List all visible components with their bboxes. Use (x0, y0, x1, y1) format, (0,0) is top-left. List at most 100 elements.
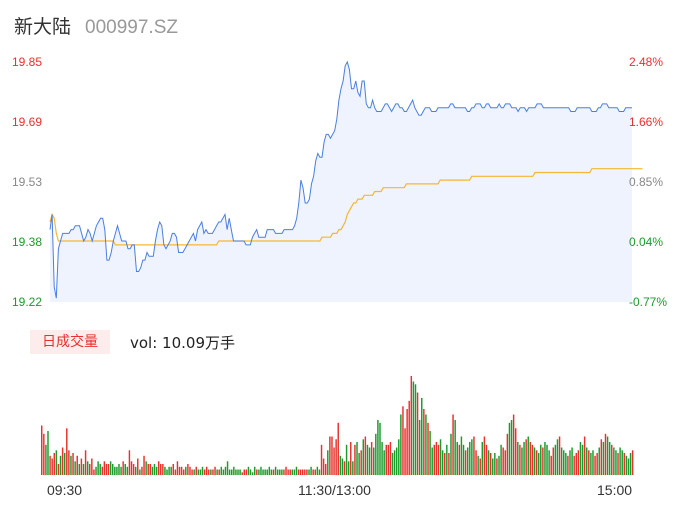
volume-bar (542, 447, 544, 475)
volume-bar (460, 436, 463, 475)
volume-bar (544, 442, 546, 475)
volume-bar (506, 433, 509, 476)
volume-bar (187, 464, 189, 475)
volume-bar (558, 436, 561, 475)
price-axis-label: 19.38 (12, 235, 43, 249)
volume-bar (160, 464, 162, 475)
volume-bar (272, 469, 275, 475)
volume-bar (293, 469, 296, 475)
volume-bar (395, 447, 398, 475)
volume-bar (531, 444, 534, 476)
volume-bar (358, 453, 360, 475)
volume-bar (429, 431, 431, 475)
volume-bar (437, 444, 440, 476)
volume-bar (99, 464, 101, 475)
volume-tab[interactable]: 日成交量 (30, 330, 110, 354)
volume-bar (80, 458, 83, 475)
volume-bar (302, 469, 304, 475)
volume-bar (268, 466, 271, 476)
volume-bar (329, 436, 331, 475)
volume-bar (89, 464, 91, 475)
volume-bar (105, 464, 108, 475)
volume-bar (264, 469, 266, 475)
volume-bar (475, 450, 477, 476)
volume-bar (124, 464, 126, 475)
volume-bar (535, 450, 538, 476)
volume-bar (387, 444, 390, 476)
volume-bar (548, 450, 550, 476)
time-label-close: 15:00 (597, 482, 633, 498)
volume-bar (366, 444, 369, 476)
volume-bar (70, 455, 72, 476)
volume-bar (452, 414, 454, 475)
volume-bar (182, 469, 185, 475)
volume-bar (51, 458, 53, 475)
volume-bar (109, 461, 112, 476)
price-axis-label: 19.69 (12, 115, 43, 129)
volume-bar (139, 469, 141, 475)
volume-bar (377, 420, 379, 475)
volume-bar (111, 464, 114, 475)
volume-bar (316, 466, 319, 476)
volume-bar (627, 458, 630, 475)
volume-bar (385, 444, 387, 476)
volume-bar (291, 469, 294, 475)
volume-bar (84, 450, 87, 476)
volume-bar (613, 447, 615, 475)
volume-bar (406, 409, 408, 475)
volume-bar (398, 439, 400, 476)
volume-bar (193, 469, 195, 475)
volume-bar (575, 453, 577, 475)
volume-bar (500, 444, 502, 476)
volume-bar (602, 442, 605, 475)
volume-bar (619, 447, 621, 475)
volume-bar (41, 425, 43, 475)
volume-bar (596, 453, 598, 475)
volume-bar (510, 420, 513, 475)
volume-bar (285, 466, 287, 476)
volume-bar (439, 439, 442, 476)
volume-bar (567, 455, 569, 476)
volume-bar (550, 455, 552, 476)
volume-bar (450, 433, 452, 476)
volume-bar (337, 422, 339, 476)
time-label-open: 09:30 (47, 482, 83, 498)
volume-bar (514, 428, 517, 476)
volume-bar (435, 442, 438, 475)
volume-bar (320, 444, 323, 476)
volume-bar (347, 461, 350, 476)
volume-bar (228, 469, 231, 475)
volume-bar (166, 469, 168, 475)
volume-bar (525, 439, 527, 476)
volume-bar (191, 469, 193, 475)
volume-bar (57, 464, 60, 475)
volume-bar (134, 466, 137, 476)
volume-bar (356, 442, 358, 475)
volume-bar (458, 444, 461, 476)
volume-bar (504, 450, 506, 476)
volume-bar (594, 455, 596, 476)
stock-header: 新大陆 000997.SZ (14, 12, 178, 40)
volume-bar (537, 453, 540, 475)
volume-bar (400, 414, 402, 475)
volume-bar (389, 442, 392, 475)
volume-bar (492, 458, 494, 475)
volume-bar (195, 466, 197, 476)
volume-bar (222, 469, 225, 475)
volume-bar (423, 409, 425, 475)
volume-bar (322, 458, 325, 475)
volume-bar (623, 453, 626, 475)
volume-bar (554, 444, 557, 476)
volume-bar (78, 464, 81, 475)
volume-bar (414, 384, 417, 476)
volume-bar (176, 461, 179, 476)
pct-axis-label: 0.85% (629, 175, 664, 189)
price-axis-label: 19.53 (12, 175, 43, 189)
price-line (49, 60, 632, 299)
volume-bar (143, 455, 145, 476)
volume-bar (583, 436, 586, 475)
volume-bar (368, 447, 371, 475)
volume-bar (379, 422, 381, 476)
avg-price-line (49, 168, 643, 246)
volume-bar (412, 381, 415, 475)
